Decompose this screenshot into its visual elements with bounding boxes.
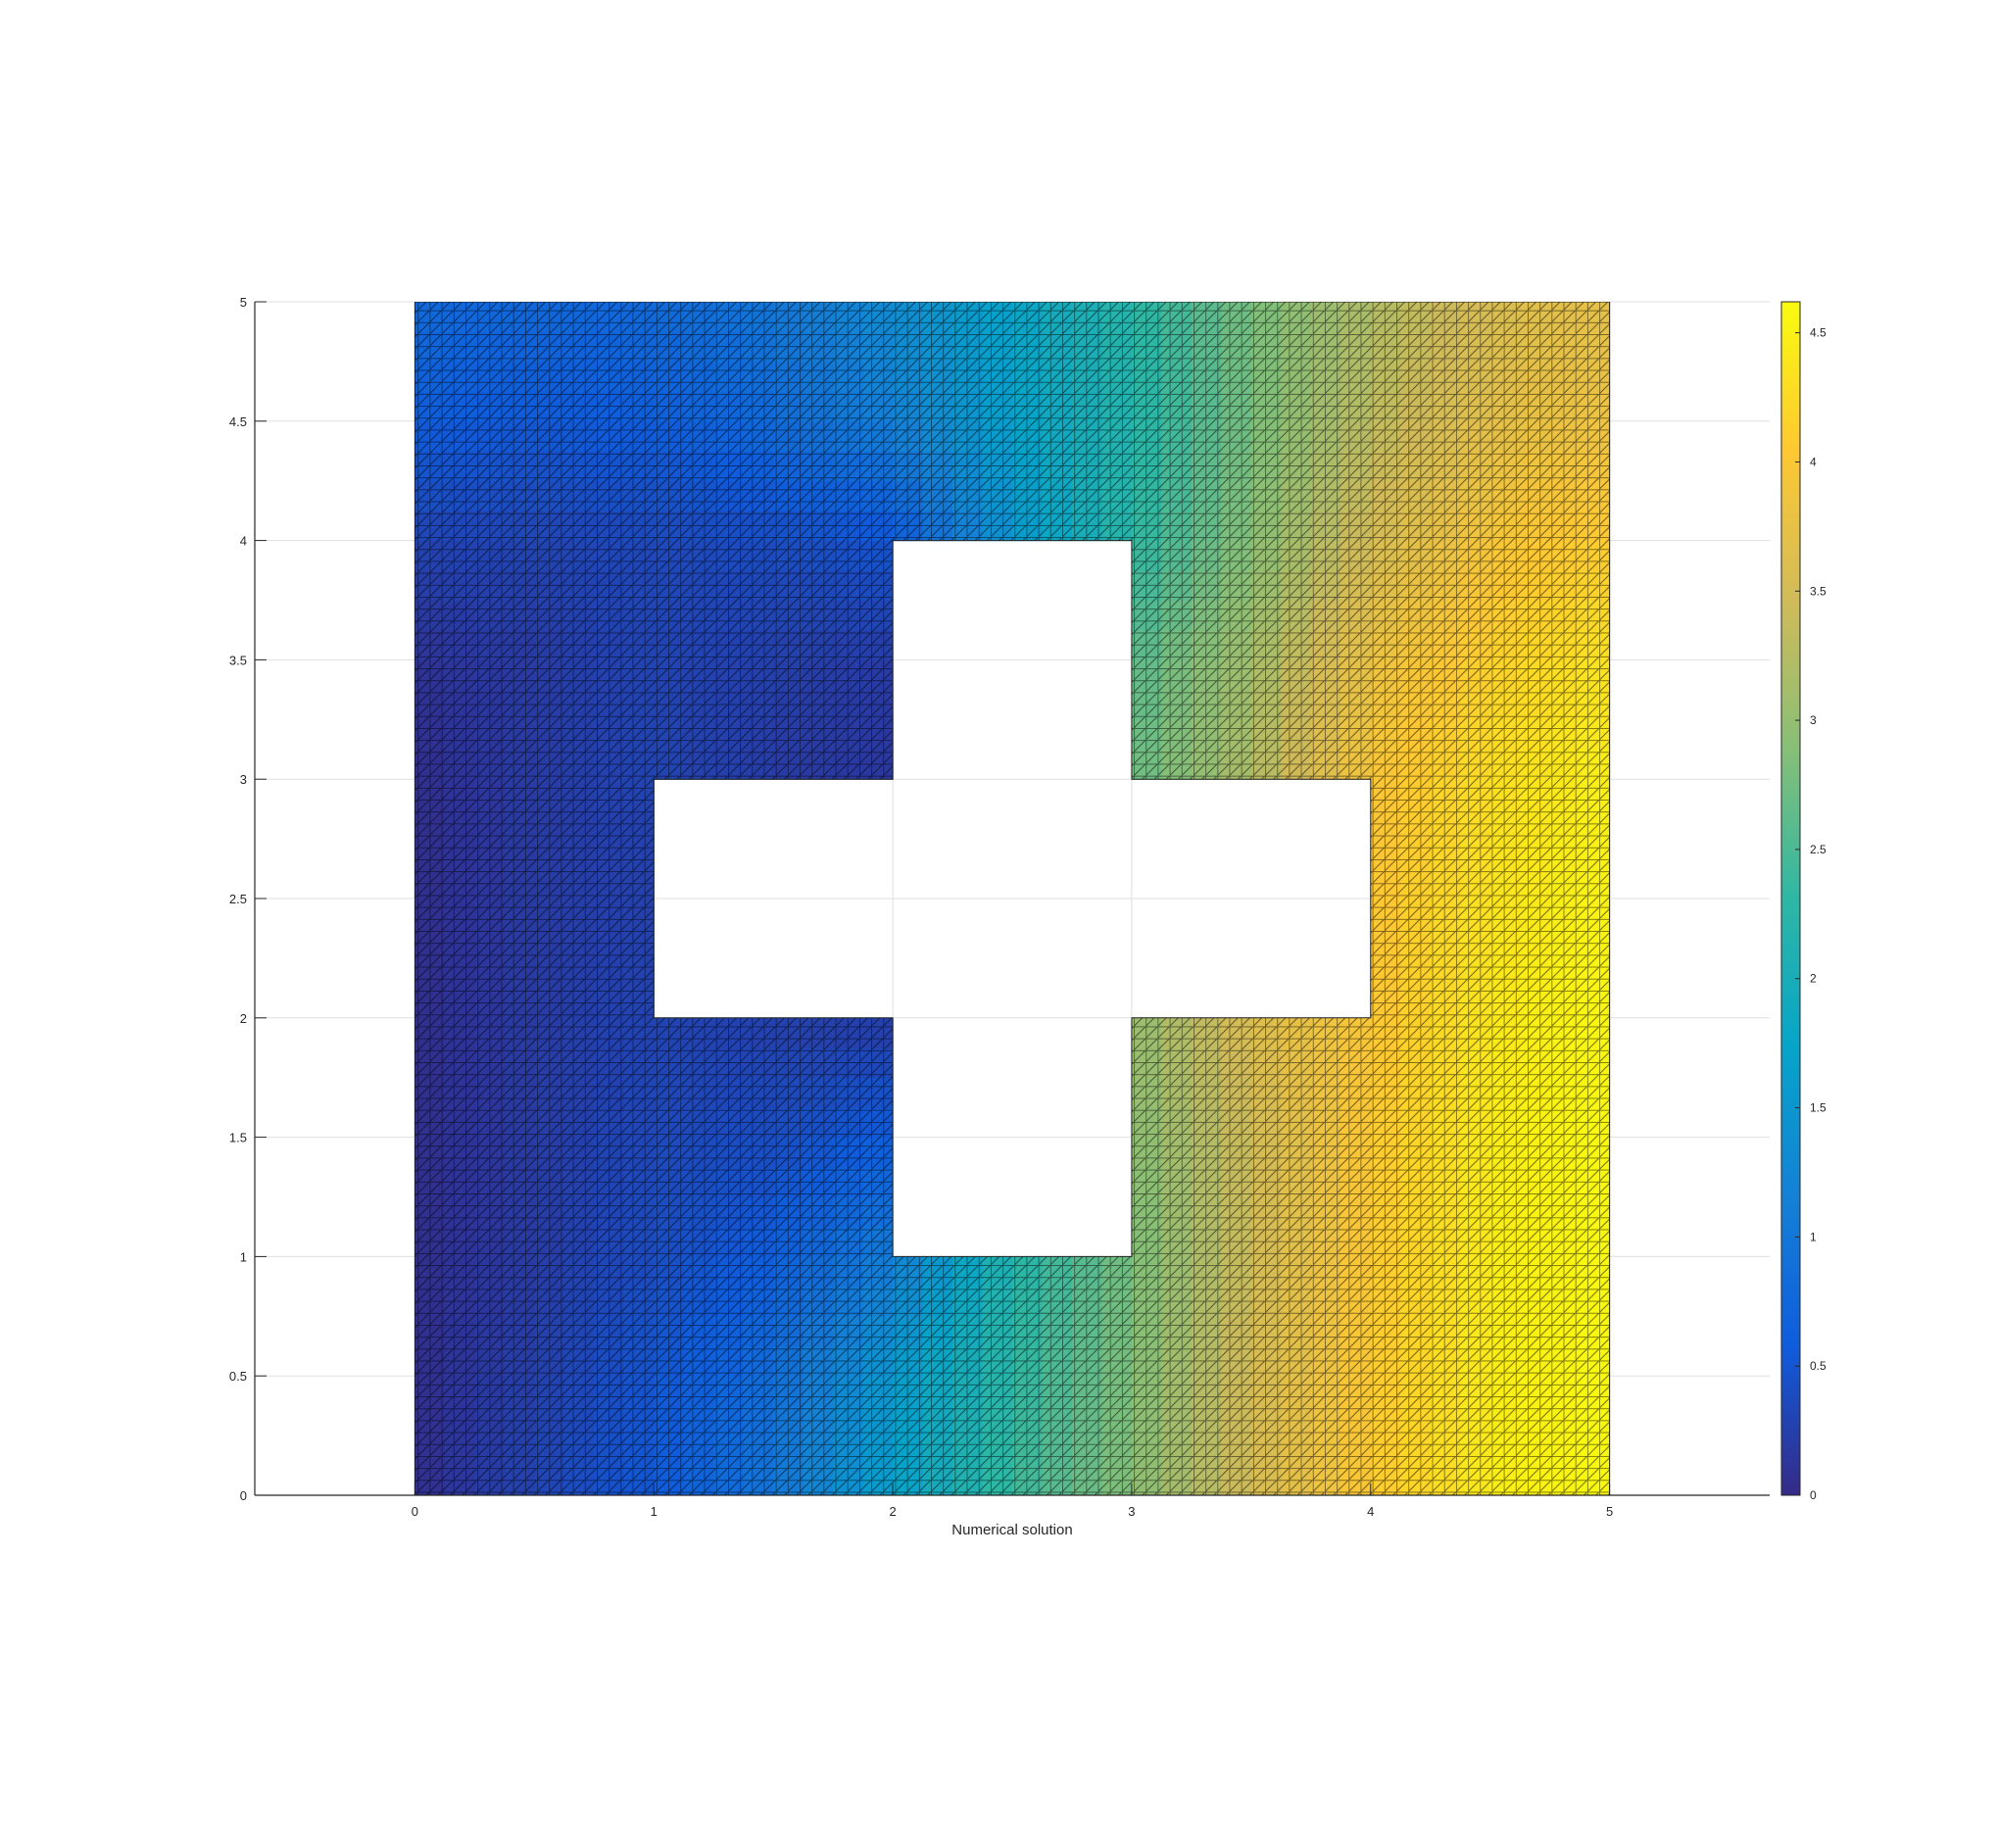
- y-tick-label: 1.5: [229, 1131, 247, 1145]
- x-tick-label: 5: [1606, 1504, 1613, 1519]
- colorbar-tick-label: 3.5: [1810, 584, 1827, 598]
- colorbar-tick-label: 1: [1810, 1230, 1817, 1243]
- colorbar-tick-label: 0.5: [1810, 1359, 1827, 1373]
- domain-boundary: [414, 302, 1611, 1495]
- surface-mesh: [414, 302, 1611, 1495]
- x-tick-label: 4: [1367, 1504, 1374, 1519]
- y-tick-label: 5: [240, 295, 247, 310]
- colorbar-tick-label: 2.5: [1810, 843, 1827, 856]
- y-tick-label: 1: [240, 1249, 247, 1264]
- axes: 0 1 2 3 4 5 0 0.5 1 1.5 2 2.5 3 3.5 4 4.5 5 Numerical s…: [229, 295, 1770, 1538]
- colorbar-gradient: [1780, 301, 1801, 1496]
- colorbar-tick-label: 3: [1810, 713, 1817, 727]
- y-axis-ticks: 0 0.5 1 1.5 2 2.5 3 3.5 4 4.5 5: [229, 295, 267, 1503]
- x-tick-label: 2: [889, 1504, 896, 1519]
- colorbar-tick-label: 4: [1810, 455, 1817, 468]
- x-axis-label: Numerical solution: [951, 1522, 1072, 1538]
- y-tick-label: 3.5: [229, 653, 247, 667]
- x-tick-label: 1: [651, 1504, 658, 1519]
- y-tick-label: 2.5: [229, 892, 247, 906]
- colorbar-tick-label: 2: [1810, 972, 1817, 986]
- y-tick-label: 4.5: [229, 414, 247, 429]
- y-tick-label: 4: [240, 534, 247, 549]
- colorbar: 0 0.5 1 1.5 2 2.5 3 3.5 4 4.5: [1780, 301, 1827, 1502]
- x-tick-label: 0: [412, 1504, 418, 1519]
- x-tick-label: 3: [1128, 1504, 1135, 1519]
- x-axis-ticks: 0 1 2 3 4 5: [412, 1483, 1613, 1519]
- y-tick-label: 2: [240, 1011, 247, 1026]
- colorbar-tick-label: 1.5: [1810, 1101, 1827, 1115]
- mesh-triangles: [414, 302, 1610, 1495]
- y-tick-label: 3: [240, 772, 247, 787]
- y-tick-label: 0.5: [229, 1369, 247, 1384]
- colorbar-tick-label: 4.5: [1810, 326, 1827, 340]
- y-tick-label: 0: [240, 1488, 247, 1503]
- colorbar-tick-label: 0: [1810, 1488, 1817, 1502]
